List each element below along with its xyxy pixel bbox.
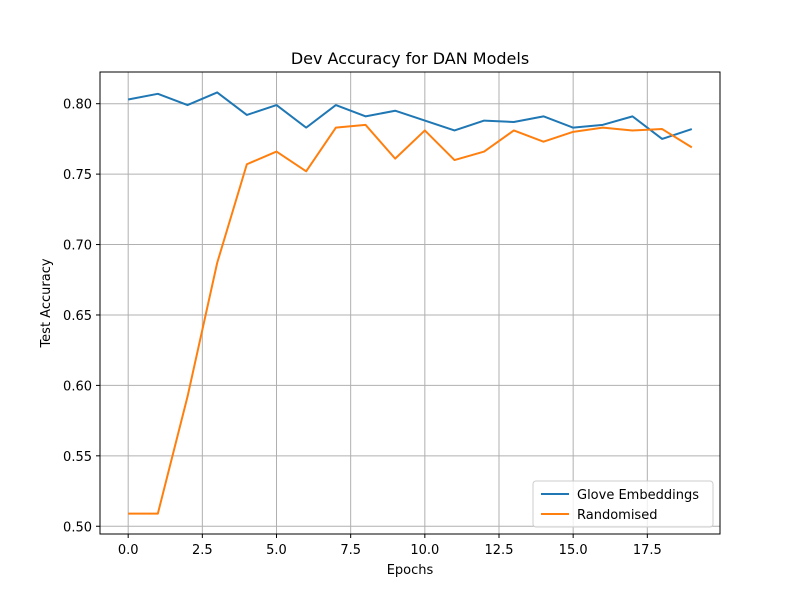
y-tick-label: 0.55 (63, 450, 92, 465)
series-line-glove-embeddings (127, 91, 693, 140)
grid-lines (100, 72, 720, 534)
x-tick-label: 10.0 (410, 543, 439, 558)
legend-label: Randomised (577, 508, 657, 523)
x-tick-label: 17.5 (633, 543, 662, 558)
x-tick-label: 5.0 (266, 543, 287, 558)
y-tick-label: 0.60 (63, 379, 92, 394)
x-tick-label: 7.5 (340, 543, 361, 558)
legend: Glove Embeddings Randomised (532, 480, 714, 528)
y-axis-label: Test Accuracy (39, 258, 54, 348)
y-tick-label: 0.75 (63, 168, 92, 183)
plot-frame (99, 71, 721, 535)
series-lines (127, 91, 693, 515)
series-line-randomised (128, 123, 693, 515)
y-tick-label: 0.70 (63, 239, 92, 254)
x-tick-label: 12.5 (485, 543, 514, 558)
chart-title: Dev Accuracy for DAN Models (291, 49, 529, 68)
y-tick-label: 0.65 (63, 309, 92, 324)
x-tick-label: 2.5 (192, 543, 213, 558)
legend-box (532, 480, 714, 528)
axis-ticks: 0.0 2.5 5.0 7.5 10.0 12.5 15.0 17.5 0.50 0.55 0.60… (63, 98, 662, 558)
legend-label: Glove Embeddings (577, 488, 699, 503)
x-axis-label: Epochs (387, 563, 434, 578)
y-tick-label: 0.50 (63, 520, 92, 535)
y-tick-label: 0.80 (63, 98, 92, 113)
x-tick-label: 15.0 (559, 543, 588, 558)
x-tick-label: 0.0 (118, 543, 139, 558)
